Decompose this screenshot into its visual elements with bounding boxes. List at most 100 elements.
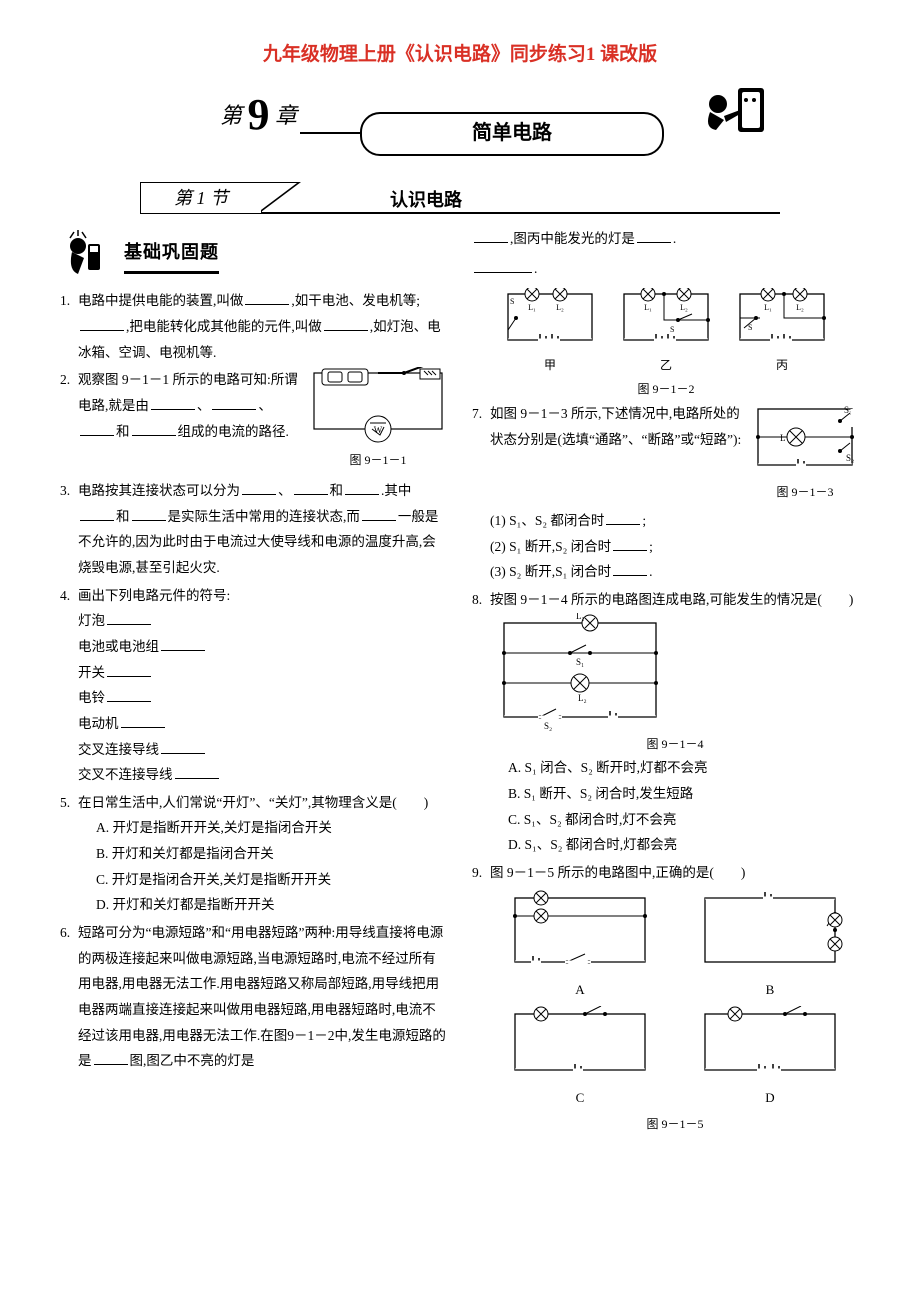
q4-item: 交叉连接导线 [78, 742, 159, 757]
svg-text:S₁: S₁ [576, 657, 584, 667]
q1-a: 电路中提供电能的装置,叫做 [78, 293, 243, 308]
svg-text:S₂: S₂ [544, 721, 552, 731]
figcaption: 图 9－1－4 [490, 733, 860, 756]
section-title: 认识电路 [390, 186, 462, 215]
qbody: 短路可分为“电源短路”和“用电器短路”两种:用导线直接将电源的两极连接起来叫做电… [78, 920, 448, 1074]
section-arrow-inner [261, 183, 297, 210]
q3-b: 和 [330, 483, 344, 498]
q5-stem: 在日常生活中,人们常说“开灯”、“关灯”,其物理含义是( ) [78, 790, 448, 816]
semi: ; [642, 513, 646, 528]
q4-item: 电池或电池组 [78, 639, 159, 654]
svg-text:L₁: L₁ [764, 303, 772, 312]
label: D [695, 1086, 845, 1111]
figure-9-1-3: S₁ L S₂ [750, 401, 860, 504]
figure-9-1-4: L₁ S₁ L₂ [490, 613, 860, 756]
q5-B: B. 开灯和关灯都是指闭合开关 [78, 841, 448, 867]
blank [606, 511, 640, 526]
q2-b: 和 [116, 424, 130, 439]
left-column: 基础巩固题 1. 电路中提供电能的装置,叫做,如干电池、发电机等;,把电能转化成… [60, 226, 448, 1137]
semi: ; [649, 539, 653, 554]
chapter-name: 简单电路 [360, 112, 664, 156]
q4-item: 灯泡 [78, 613, 105, 628]
q3-a: 电路按其连接状态可以分为 [78, 483, 240, 498]
qnum: 8. [472, 587, 490, 858]
q8-A: A. S₁ 闭合、S₂ 断开时,灯都不会亮 [490, 755, 860, 781]
blank [212, 395, 256, 410]
circuit-A: A [505, 890, 655, 1003]
chapter-label: 第 9 章 [220, 80, 297, 150]
svg-text:L₂: L₂ [680, 303, 688, 312]
right-column: ,图丙中能发光的灯是. . L₁ L₂ S [472, 226, 860, 1137]
blank [294, 481, 328, 496]
qnum: 3. [60, 478, 78, 581]
q7-3: (3) S₂ 断开,S₁ 闭合时 [490, 564, 611, 579]
subsection-header: 基础巩固题 [60, 230, 448, 278]
svg-text:L₂: L₂ [796, 303, 804, 312]
circuit-yi: L₁ L₂ S 乙 [618, 288, 714, 377]
qbody: 按图 9－1－4 所示的电路图连成电路,可能发生的情况是( ) L₁ [490, 587, 860, 858]
q4-item: 电铃 [78, 690, 105, 705]
blank [362, 506, 396, 521]
qbody: S₁ L S₂ [490, 401, 860, 585]
figure-9-1-5-row1: A [490, 890, 860, 1003]
svg-text:L₁: L₁ [528, 303, 536, 312]
svg-text:L₁: L₁ [576, 613, 585, 621]
label: 丙 [734, 354, 830, 377]
period: . [649, 564, 652, 579]
q7-a: 如图 9－1－3 所示,下述情况中,电路所处的状态分别是(选填“通路”、“断路”… [490, 406, 741, 447]
blank [474, 259, 532, 274]
question-4: 4. 画出下列电路元件的符号: 灯泡 电池或电池组 开关 电铃 电动机 交叉连接… [60, 583, 448, 788]
circuit-jia: L₁ L₂ S 甲 [502, 288, 598, 377]
qbody: W 图 9－1－1 观察图 9－1－1 所示的电路可知:所谓电路,就是由、、和组… [78, 367, 448, 476]
blank [613, 536, 647, 551]
q6-d: . [673, 231, 676, 246]
q2-c: 组成的电流的路径. [178, 424, 289, 439]
q8-C: C. S₁、S₂ 都闭合时,灯不会亮 [490, 807, 860, 833]
figcaption: 图 9－1－5 [490, 1113, 860, 1136]
q6-c: ,图丙中能发光的灯是 [510, 231, 635, 246]
q5-A: A. 开灯是指断开开关,关灯是指闭合开关 [78, 815, 448, 841]
q1-b: ,如干电池、发电机等; [291, 293, 420, 308]
qnum: 4. [60, 583, 78, 788]
q4-lead: 画出下列电路元件的符号: [78, 583, 448, 609]
content-columns: 基础巩固题 1. 电路中提供电能的装置,叫做,如干电池、发电机等;,把电能转化成… [60, 226, 860, 1137]
blank [175, 765, 219, 780]
q4-item: 开关 [78, 665, 105, 680]
qnum: 2. [60, 367, 78, 476]
label: C [505, 1086, 655, 1111]
qnum: 9. [472, 860, 490, 1136]
circuit-bing: L₁ L₂ S 丙 [734, 288, 830, 377]
label: B [695, 978, 845, 1003]
q6-b: 图,图乙中不亮的灯是 [130, 1053, 255, 1068]
section-header: 第 1 节 认识电路 [140, 182, 780, 216]
question-8: 8. 按图 9－1－4 所示的电路图连成电路,可能发生的情况是( ) L₁ [472, 587, 860, 858]
blank [151, 395, 195, 410]
blank [121, 713, 165, 728]
q4-item: 电动机 [78, 716, 119, 731]
blank [637, 229, 671, 244]
svg-text:L₂: L₂ [556, 303, 564, 312]
blank [80, 506, 114, 521]
figcaption: 图 9－1－1 [308, 449, 448, 472]
figure-9-1-5-row2: C D [490, 1006, 860, 1111]
blank [107, 611, 151, 626]
blank [161, 636, 205, 651]
q3-e: 是实际生活中常用的连接状态,而 [168, 509, 360, 524]
q6-blank-line: . [472, 256, 860, 282]
subsection-title: 基础巩固题 [124, 235, 219, 274]
q8-B: B. S₁ 断开、S₂ 闭合时,发生短路 [490, 781, 860, 807]
q1-c: ,把电能转化成其他能的元件,叫做 [126, 319, 322, 334]
blank [345, 481, 379, 496]
qbody: 电路中提供电能的装置,叫做 ,如干电池、发电机等; ,把电能转化成其他能的元件,叫做… [78, 288, 448, 365]
qbody: 电路按其连接状态可以分为、和.其中和是实际生活中常用的连接状态,而一般是不允许的… [78, 478, 448, 581]
circuit-D: D [695, 1006, 845, 1111]
banner-connector [300, 132, 360, 134]
question-2: 2. [60, 367, 448, 476]
figure-9-1-2: L₁ L₂ S 甲 L₁ [472, 288, 860, 377]
chapter-prefix: 第 [220, 103, 242, 128]
blank [80, 317, 124, 332]
section-number: 第 1 节 [140, 182, 262, 214]
q5-C: C. 开灯是指闭合开关,关灯是指断开开关 [78, 867, 448, 893]
blank [613, 562, 647, 577]
question-1: 1. 电路中提供电能的装置,叫做,如干电池、发电机等;,把电能转化成其他能的元件… [60, 288, 448, 365]
